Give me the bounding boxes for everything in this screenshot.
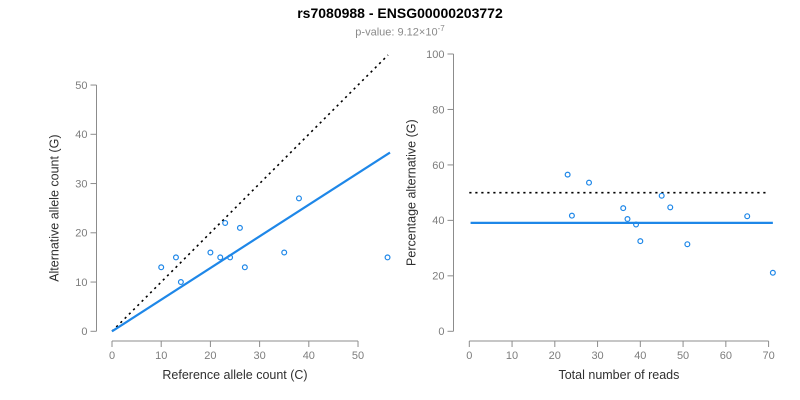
x-tick-label: 70 bbox=[762, 350, 774, 362]
percentage-scatter: 0 10 20 30 40 50 60 70 0 20 40 60 80 100 Total number … bbox=[405, 49, 776, 382]
x-tick-label: 30 bbox=[253, 350, 265, 362]
data-point bbox=[658, 192, 665, 199]
data-point bbox=[281, 249, 288, 256]
y-tick-label: 40 bbox=[75, 129, 87, 141]
y-tick-label: 100 bbox=[426, 49, 444, 61]
x-tick-label: 50 bbox=[677, 350, 689, 362]
data-point bbox=[222, 219, 229, 226]
y-tick-label: 20 bbox=[75, 228, 87, 240]
x-axis-title: Reference allele count (C) bbox=[162, 368, 307, 382]
x-tick-label: 10 bbox=[155, 350, 167, 362]
data-point bbox=[568, 212, 575, 219]
y-tick-label: 0 bbox=[81, 326, 87, 338]
x-tick-label: 0 bbox=[466, 350, 472, 362]
y-tick-label: 0 bbox=[438, 326, 444, 338]
y-tick-label: 50 bbox=[75, 80, 87, 92]
data-point bbox=[744, 213, 751, 220]
data-point bbox=[241, 264, 248, 271]
pvalue-text: p-value: 9.12×10 bbox=[355, 26, 438, 39]
x-tick-label: 50 bbox=[352, 350, 364, 362]
data-point bbox=[158, 264, 165, 271]
data-point bbox=[620, 205, 627, 212]
x-tick-label: 30 bbox=[591, 350, 603, 362]
data-point bbox=[769, 269, 776, 276]
data-point bbox=[564, 171, 571, 178]
data-point bbox=[295, 195, 302, 202]
data-point bbox=[236, 224, 243, 231]
y-axis-title: Alternative allele count (G) bbox=[48, 135, 62, 282]
data-point bbox=[172, 254, 179, 261]
y-tick-label: 40 bbox=[432, 215, 444, 227]
y-tick-label: 10 bbox=[75, 277, 87, 289]
page-title: rs7080988 - ENSG00000203772 bbox=[297, 5, 503, 21]
pvalue-exponent: -7 bbox=[437, 24, 445, 33]
identity-line bbox=[111, 54, 389, 332]
data-point bbox=[384, 254, 391, 261]
data-point bbox=[633, 221, 640, 228]
pvalue-subtitle: p-value: 9.12×10-7 bbox=[0, 24, 800, 39]
allele-counts-scatter: 0 10 20 30 40 50 0 10 20 30 40 50 Reference allele c… bbox=[48, 54, 391, 382]
data-point bbox=[227, 254, 234, 261]
x-tick-label: 20 bbox=[204, 350, 216, 362]
x-tick-label: 40 bbox=[634, 350, 646, 362]
x-tick-label: 40 bbox=[303, 350, 315, 362]
x-tick-label: 0 bbox=[109, 350, 115, 362]
data-point bbox=[177, 279, 184, 286]
y-axis-title: Percentage alternative (G) bbox=[405, 119, 419, 266]
x-tick-label: 10 bbox=[506, 350, 518, 362]
data-point bbox=[586, 179, 593, 186]
y-tick-label: 30 bbox=[75, 178, 87, 190]
data-point bbox=[684, 241, 691, 248]
y-tick-label: 20 bbox=[432, 271, 444, 283]
data-point bbox=[207, 249, 214, 256]
regression-line bbox=[111, 151, 391, 333]
y-tick-label: 60 bbox=[432, 160, 444, 172]
data-point bbox=[667, 204, 674, 211]
x-axis-title: Total number of reads bbox=[558, 368, 679, 382]
data-point bbox=[624, 215, 631, 222]
x-tick-label: 20 bbox=[549, 350, 561, 362]
x-tick-label: 60 bbox=[720, 350, 732, 362]
data-point bbox=[637, 238, 644, 245]
data-point bbox=[217, 254, 224, 261]
y-tick-label: 80 bbox=[432, 104, 444, 116]
